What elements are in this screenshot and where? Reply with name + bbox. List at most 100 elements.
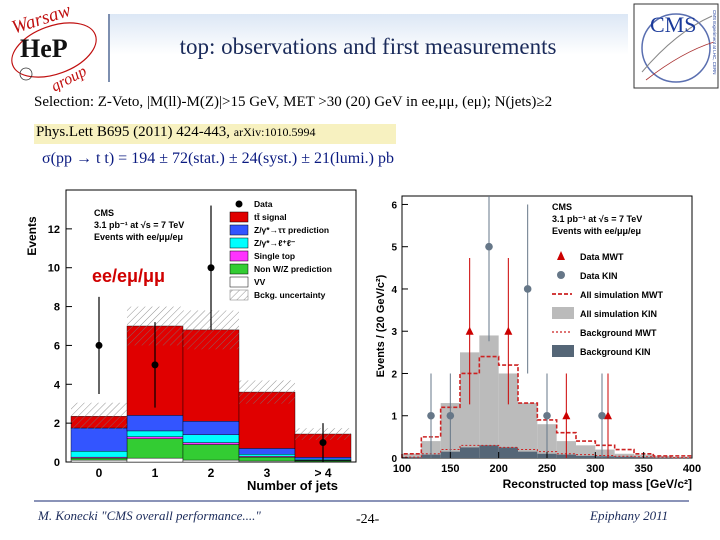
hist-sim-kin-0 [402,453,422,458]
legend-marker-4 [229,250,249,262]
legend-label-3: Z/γ*→ℓ⁺ℓ⁻ [254,238,296,248]
r-legend-label-0: Data MWT [580,252,624,262]
hist-bkg-kin-6 [518,451,538,458]
legend-label-1: tt̄ signal [254,212,287,222]
left-ytick-label-6: 6 [54,340,60,352]
bar-z--0 [70,451,128,458]
right-ytick-label-0: 0 [391,454,397,465]
legend-label-0: Data [254,199,273,209]
r-legend-label-5: Background KIN [580,347,651,357]
right-xtick-label-250: 250 [538,463,556,475]
data-point-2 [207,264,215,272]
hist-sim-kin-10 [595,449,615,458]
data-point-4 [319,439,327,447]
left-xtick-label-2: 2 [208,466,215,480]
data-mwt-point-3 [465,326,474,335]
hist-bkg-kin-10 [595,456,615,458]
data-kin-point-4 [485,242,493,251]
legend-label-5: Non W/Z prediction [254,264,332,274]
data-mwt-point-8 [562,411,571,420]
right-ytick-label-1: 1 [391,412,397,423]
legend-marker-7 [229,289,249,301]
bar-z--1 [126,430,184,437]
r-legend-marker-5 [552,345,574,357]
warsaw-hep-group-logo: Warsaw HeP group [9,2,97,92]
hist-sim-kin-4 [479,335,499,458]
bar-non-w-z-prediction-3 [238,456,296,462]
footer-divider [34,500,689,502]
hist-bkg-kin-9 [576,455,596,458]
right-header-cms: CMS [552,202,572,212]
cms-logo-side-text: CMS Experiment at LHC, CERN [712,10,717,75]
bar-z--2 [182,434,240,443]
right-xtick-label-150: 150 [441,463,459,475]
data-point-1 [151,361,159,369]
left-ytick-label-10: 10 [48,263,60,275]
bar-single-top-1 [126,436,184,439]
hist-sim-kin-3 [460,352,480,458]
left-ylabel: Events [25,216,39,256]
r-legend-label-2: All simulation MWT [580,290,663,300]
r-legend-label-4: Background MWT [580,328,657,338]
data-kin-point-2 [446,411,455,420]
hist-bkg-kin-0 [402,457,422,458]
left-xtick-label-1: 1 [152,466,159,480]
r-legend-marker-3 [552,307,574,319]
right-xtick-label-200: 200 [489,463,507,475]
legend-marker-6 [229,276,249,288]
bar-z-prediction-2 [182,420,240,435]
data-mwt-point-5 [504,326,513,335]
hist-bkg-kin-3 [460,447,480,458]
right-ylabel: Events / (20 GeV/c²) [375,274,387,377]
left-xtick-label-4: > 4 [314,466,331,480]
uncertainty-band-3 [239,380,295,404]
left-xtick-label-0: 0 [96,466,103,480]
hist-bkg-kin-11 [614,456,634,458]
title-band [108,14,628,82]
bar-z-prediction-1 [126,415,184,432]
data-point-0 [95,341,103,349]
left-ytick-label-12: 12 [48,224,60,236]
r-legend-label-1: Data KIN [580,271,618,281]
bar-non-w-z-prediction-0 [70,457,128,461]
hist-sim-mwt-line [401,355,692,458]
right-xtick-label-100: 100 [393,463,411,475]
hist-bkg-kin-5 [498,447,518,458]
left-ytick-label-4: 4 [54,379,61,391]
legend-label-2: Z/γ*→ττ prediction [254,225,329,235]
legend-marker-3 [229,237,249,249]
bar-z-prediction-3 [238,448,296,455]
hist-sim-kin-5 [498,373,518,458]
data-kin-point-1 [427,411,435,420]
r-legend-marker-1 [557,271,565,279]
left-ytick-label-2: 2 [54,418,60,430]
top-mass-plot: 0 1 2 3 4 5 6 100 150 200 250 300 350 400 Events / (… [375,195,701,491]
data-mwt-point-10 [604,411,612,420]
selection-criteria: Selection: Z-Veto, |M(ll)-M(Z)|>15 GeV, … [34,94,553,110]
left-header-lumi: 3.1 pb⁻¹ at √s = 7 TeV [94,220,184,230]
right-xlabel: Reconstructed top mass [GeV/c²] [503,477,692,491]
right-ytick-label-3: 3 [391,327,397,338]
legend-label-4: Single top [254,251,295,261]
hist-sim-kin-6 [518,403,538,458]
bar-non-w-z-prediction-2 [182,444,240,461]
data-kin-point-10 [598,411,606,420]
r-legend-label-3: All simulation KIN [580,309,657,319]
legend-marker-0 [235,200,243,208]
channel-label: ee/eμ/μμ [92,266,165,286]
reference-journal: Phys.Lett B695 (2011) 424-443, [36,124,234,140]
reference-arxiv: arXiv:1010.5994 [233,125,316,139]
right-xtick-label-350: 350 [634,463,652,475]
right-header-events: Events with ee/μμ/eμ [552,226,641,236]
footer-conference: Epiphany 2011 [590,508,669,523]
reference-citation: Phys.Lett B695 (2011) 424-443, arXiv:101… [34,124,396,144]
bar-z--3 [238,454,296,457]
bar-vv-2 [182,459,240,463]
bar-non-w-z-prediction-1 [126,438,184,459]
right-xtick-label-300: 300 [586,463,604,475]
cms-logo-text: CMS [650,12,696,37]
left-header-cms: CMS [94,208,114,218]
bar-vv-0 [70,459,128,463]
slide-title: top: observations and first measurements [179,34,557,59]
